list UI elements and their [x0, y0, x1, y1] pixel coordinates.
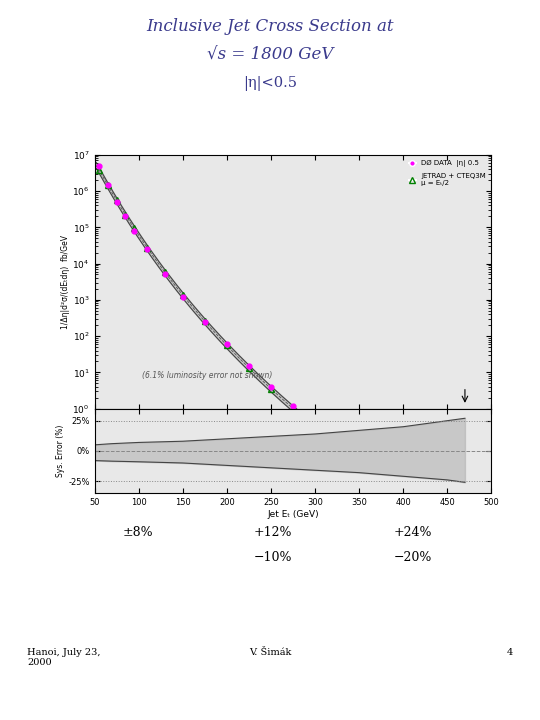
X-axis label: Jet Eₜ (GeV): Jet Eₜ (GeV)	[267, 510, 319, 519]
Text: V. Šimák: V. Šimák	[249, 648, 291, 657]
Text: Inclusive Jet Cross Section at: Inclusive Jet Cross Section at	[146, 18, 394, 35]
Legend: DØ DATA  |η| 0.5, JETRAD + CTEQ3M
μ = Eₜ/2: DØ DATA |η| 0.5, JETRAD + CTEQ3M μ = Eₜ/…	[407, 158, 488, 188]
Text: (6.1% luminosity error not shown): (6.1% luminosity error not shown)	[142, 371, 273, 380]
Text: +24%: +24%	[394, 526, 433, 539]
Text: 4: 4	[507, 648, 513, 657]
Text: +12%: +12%	[253, 526, 292, 539]
Y-axis label: 1/Δη|d²σ/(dEₜdη)  fb/GeV: 1/Δη|d²σ/(dEₜdη) fb/GeV	[60, 235, 70, 329]
Text: −10%: −10%	[253, 551, 292, 564]
Text: Hanoi, July 23,
2000: Hanoi, July 23, 2000	[27, 648, 100, 667]
Y-axis label: Sys. Error (%): Sys. Error (%)	[56, 425, 65, 477]
Text: √s = 1800 GeV: √s = 1800 GeV	[207, 47, 333, 64]
Text: |η|<0.5: |η|<0.5	[243, 76, 297, 91]
Text: −20%: −20%	[394, 551, 433, 564]
Text: ±8%: ±8%	[123, 526, 153, 539]
